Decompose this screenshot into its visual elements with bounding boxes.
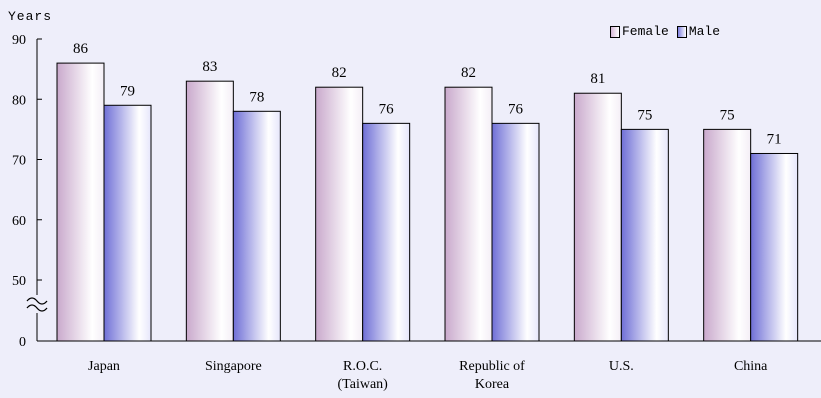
bar-male (362, 122, 411, 342)
axis-break-mark (26, 297, 48, 305)
axis-break-mark (26, 304, 48, 312)
data-label: 86 (73, 41, 89, 57)
bar-male (620, 128, 669, 342)
legend-label-female: Female (622, 24, 669, 39)
y-tick-label: 60 (12, 214, 26, 229)
data-label: 76 (379, 101, 395, 117)
bar-female (703, 128, 752, 342)
y-tick-label: 80 (12, 93, 26, 108)
legend-swatch-male (676, 25, 687, 38)
bar-female (56, 62, 105, 342)
x-tick-label: China (734, 359, 768, 374)
data-label: 82 (332, 65, 347, 81)
legend: Female Male (610, 24, 720, 39)
data-label: 76 (508, 101, 524, 117)
x-tick-label: Singapore (205, 359, 262, 374)
y-tick-label: 70 (12, 154, 26, 169)
legend-swatch-female (610, 25, 620, 38)
data-label: 81 (590, 71, 605, 87)
y-tick-label: 50 (12, 274, 26, 289)
x-tick-label: U.S. (609, 359, 634, 374)
data-label: 75 (637, 107, 652, 123)
y-tick-label: 90 (12, 33, 26, 48)
data-label: 83 (202, 59, 217, 75)
data-label: 75 (720, 107, 735, 123)
data-label: 71 (767, 131, 782, 147)
x-tick-label: R.O.C. (Taiwan) (338, 359, 389, 392)
bar-female (185, 80, 234, 342)
x-tick-label: Republic of Korea (459, 359, 525, 392)
bar-female (315, 86, 364, 342)
legend-item-female: Female (610, 24, 669, 39)
bar-female (573, 92, 622, 342)
legend-item-male: Male (676, 24, 721, 39)
data-label: 82 (461, 65, 476, 81)
legend-label-male: Male (688, 24, 721, 39)
data-label: 78 (249, 89, 264, 105)
y-axis-label: Years (8, 9, 53, 24)
y-tick-label: 0 (19, 335, 26, 350)
x-tick-label: Japan (88, 359, 120, 374)
bar-female (444, 86, 493, 342)
data-label: 79 (120, 83, 135, 99)
bar-male (491, 122, 540, 342)
bar-male (750, 152, 799, 342)
bar-male (103, 104, 152, 342)
axis-break-mask (27, 295, 47, 313)
bar-male (232, 110, 281, 342)
